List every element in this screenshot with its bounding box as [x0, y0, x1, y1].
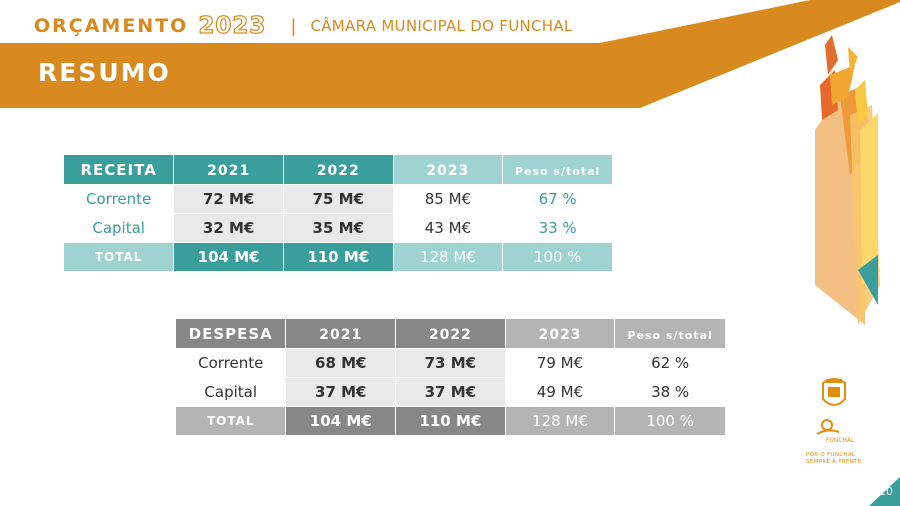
value-2022: 35 M€	[282, 213, 394, 243]
page-number: 10	[879, 485, 893, 498]
value-2021: 72 M€	[173, 184, 284, 214]
value-2021: 37 M€	[285, 377, 397, 407]
document-year: 2023	[198, 12, 267, 39]
despesa-header-2021: 2021	[285, 318, 397, 349]
value-2022: 75 M€	[282, 184, 394, 214]
slogan-line-1: POR O FUNCHAL	[806, 452, 856, 458]
value-peso: 33 %	[502, 213, 613, 243]
total-peso: 100 %	[614, 406, 726, 436]
total-row: TOTAL 104 M€ 110 M€ 128 M€ 100 %	[62, 242, 613, 272]
total-2021: 104 M€	[285, 406, 397, 436]
despesa-header-label: DESPESA	[174, 318, 287, 349]
table-row: Corrente 68 M€ 73 M€ 79 M€ 62 %	[174, 348, 726, 378]
header-band	[0, 0, 900, 108]
header-separator: |	[290, 15, 297, 37]
despesa-table: DESPESA 2021 2022 2023 Peso s/total Corr…	[174, 318, 726, 436]
total-label: TOTAL	[62, 242, 175, 272]
document-title: ORÇAMENTO	[34, 15, 189, 37]
receita-header-peso: Peso s/total	[502, 154, 613, 185]
value-peso: 62 %	[614, 348, 726, 378]
total-row: TOTAL 104 M€ 110 M€ 128 M€ 100 %	[174, 406, 726, 436]
page-number-badge: 10	[869, 477, 900, 506]
slogan: POR O FUNCHAL SEMPRE À FRENTE	[806, 452, 866, 466]
row-label: Capital	[174, 377, 287, 407]
value-2023: 49 M€	[504, 377, 616, 407]
value-2023: 85 M€	[392, 184, 504, 214]
despesa-header-peso: Peso s/total	[614, 318, 726, 349]
row-label: Corrente	[62, 184, 175, 214]
value-2023: 43 M€	[392, 213, 504, 243]
receita-header-2021: 2021	[173, 154, 284, 185]
row-label: Capital	[62, 213, 175, 243]
despesa-header-2023: 2023	[504, 318, 616, 349]
row-label: Corrente	[174, 348, 287, 378]
value-peso: 38 %	[614, 377, 726, 407]
value-2022: 37 M€	[395, 377, 506, 407]
coat-of-arms-logo	[822, 378, 846, 406]
value-2023: 79 M€	[504, 348, 616, 378]
document-header: ORÇAMENTO 2023 | CÂMARA MUNICIPAL DO FUN…	[34, 11, 573, 41]
receita-header-label: RECEITA	[62, 154, 175, 185]
total-2022: 110 M€	[282, 242, 394, 272]
total-peso: 100 %	[502, 242, 613, 272]
funchal-logo-icon	[816, 419, 840, 435]
decorative-flame-graphic	[815, 35, 880, 325]
entity-name: CÂMARA MUNICIPAL DO FUNCHAL	[310, 17, 573, 35]
table-row: Capital 32 M€ 35 M€ 43 M€ 33 %	[62, 213, 613, 243]
total-2023: 128 M€	[392, 242, 504, 272]
total-label: TOTAL	[174, 406, 287, 436]
value-2022: 73 M€	[395, 348, 506, 378]
receita-table: RECEITA 2021 2022 2023 Peso s/total Corr…	[62, 154, 613, 272]
slogan-line-2: SEMPRE À FRENTE	[806, 459, 862, 465]
value-2021: 32 M€	[173, 213, 284, 243]
funchal-logo-label: FUNCHAL	[826, 437, 855, 444]
total-2021: 104 M€	[173, 242, 284, 272]
despesa-header-2022: 2022	[395, 318, 506, 349]
receita-header-2023: 2023	[392, 154, 504, 185]
section-title: RESUMO	[38, 58, 171, 87]
total-2022: 110 M€	[395, 406, 506, 436]
value-peso: 67 %	[502, 184, 613, 214]
total-2023: 128 M€	[504, 406, 616, 436]
receita-header-2022: 2022	[282, 154, 394, 185]
value-2021: 68 M€	[285, 348, 397, 378]
table-row: Capital 37 M€ 37 M€ 49 M€ 38 %	[174, 377, 726, 407]
table-row: Corrente 72 M€ 75 M€ 85 M€ 67 %	[62, 184, 613, 214]
